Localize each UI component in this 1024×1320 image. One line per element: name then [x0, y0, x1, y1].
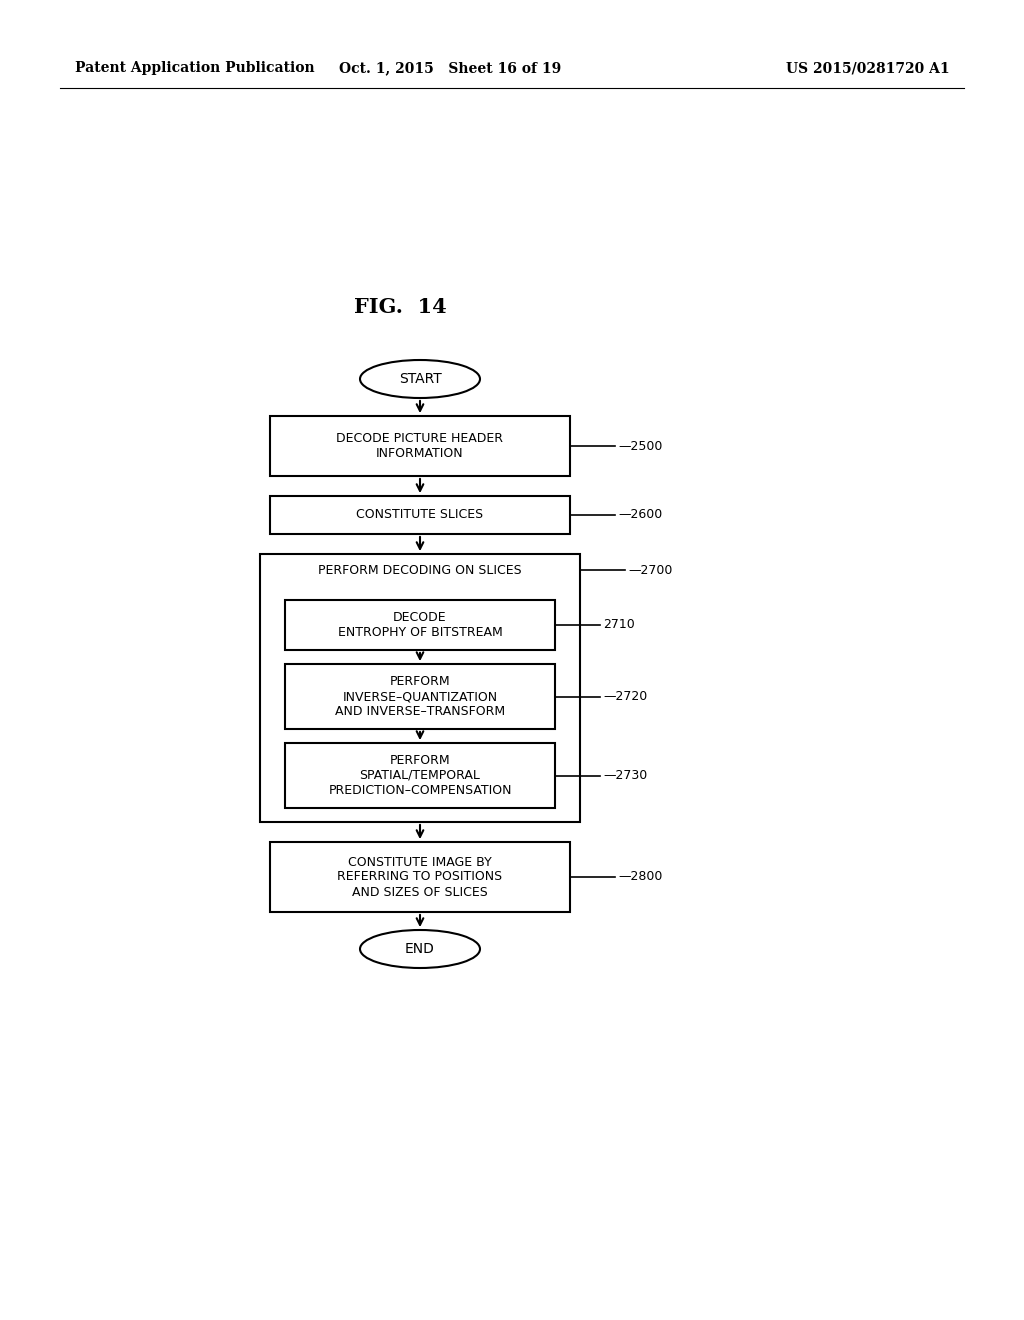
Text: START: START [398, 372, 441, 385]
Text: —2700: —2700 [628, 564, 673, 577]
Text: END: END [406, 942, 435, 956]
Text: Patent Application Publication: Patent Application Publication [75, 61, 314, 75]
Text: —2500: —2500 [618, 440, 663, 453]
Text: CONSTITUTE SLICES: CONSTITUTE SLICES [356, 508, 483, 521]
Text: PERFORM
SPATIAL/TEMPORAL
PREDICTION–COMPENSATION: PERFORM SPATIAL/TEMPORAL PREDICTION–COMP… [329, 754, 512, 797]
Bar [270, 496, 570, 535]
Text: FIG.  14: FIG. 14 [353, 297, 446, 317]
Text: Oct. 1, 2015   Sheet 16 of 19: Oct. 1, 2015 Sheet 16 of 19 [339, 61, 561, 75]
Bar [260, 554, 580, 822]
Text: —2720: —2720 [603, 690, 647, 704]
Bar [285, 601, 555, 649]
Bar [285, 664, 555, 729]
Text: PERFORM DECODING ON SLICES: PERFORM DECODING ON SLICES [318, 564, 522, 577]
Bar [285, 743, 555, 808]
Text: DECODE
ENTROPHY OF BITSTREAM: DECODE ENTROPHY OF BITSTREAM [338, 611, 503, 639]
Text: —2730: —2730 [603, 770, 647, 781]
Text: PERFORM
INVERSE–QUANTIZATION
AND INVERSE–TRANSFORM: PERFORM INVERSE–QUANTIZATION AND INVERSE… [335, 675, 505, 718]
Text: DECODE PICTURE HEADER
INFORMATION: DECODE PICTURE HEADER INFORMATION [337, 432, 504, 459]
Text: —2600: —2600 [618, 508, 663, 521]
Text: CONSTITUTE IMAGE BY
REFERRING TO POSITIONS
AND SIZES OF SLICES: CONSTITUTE IMAGE BY REFERRING TO POSITIO… [338, 855, 503, 899]
Text: 2710: 2710 [603, 619, 635, 631]
Bar [270, 842, 570, 912]
Text: —2800: —2800 [618, 870, 663, 883]
Bar [270, 416, 570, 477]
Text: US 2015/0281720 A1: US 2015/0281720 A1 [786, 61, 950, 75]
